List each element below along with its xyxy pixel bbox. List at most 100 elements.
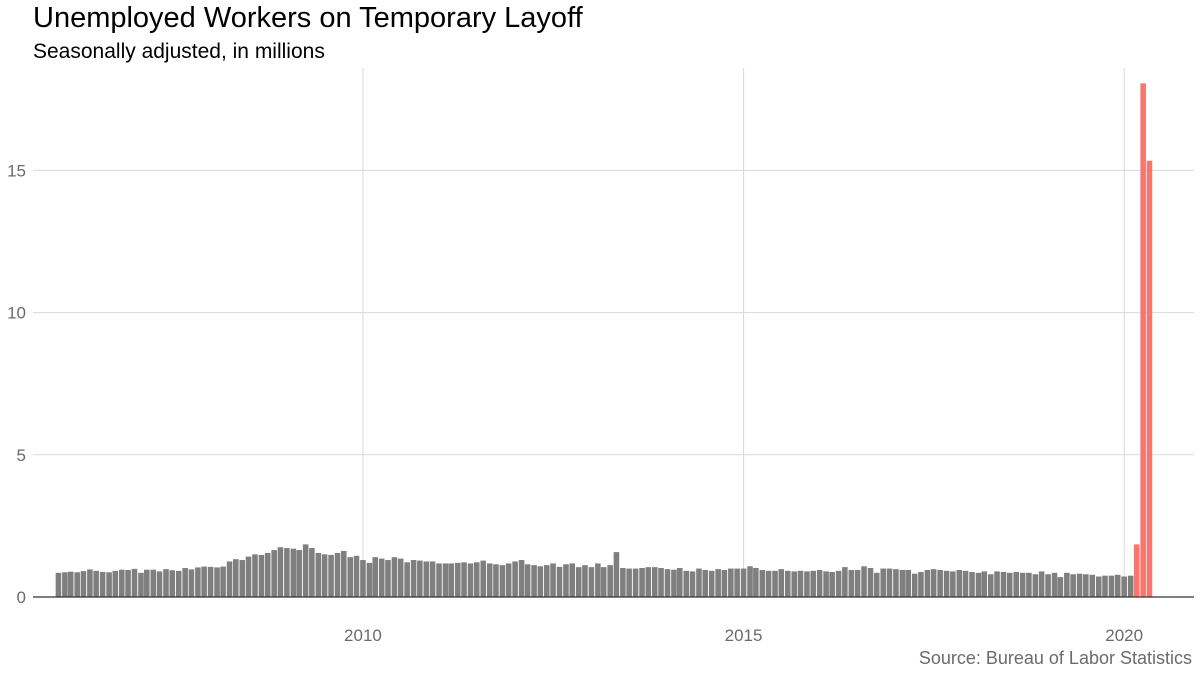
- bar: [1006, 572, 1013, 597]
- bar: [595, 563, 601, 597]
- bar: [309, 548, 315, 597]
- chart-subtitle: Seasonally adjusted, in millions: [33, 40, 325, 63]
- bar: [626, 568, 632, 597]
- bar: [556, 566, 563, 597]
- bar: [829, 571, 835, 597]
- bar: [473, 562, 480, 597]
- bar: [62, 572, 68, 597]
- bar: [658, 567, 664, 597]
- bar: [258, 554, 265, 597]
- bar: [144, 569, 150, 597]
- bar: [873, 572, 880, 597]
- bar: [753, 567, 759, 597]
- bar: [689, 571, 696, 597]
- axes: 0 5 10 15 2010 2015 2020: [7, 161, 1194, 645]
- bar: [284, 548, 290, 597]
- bar: [512, 561, 518, 597]
- bar: [226, 561, 233, 597]
- bar: [683, 570, 690, 597]
- bar: [950, 571, 956, 597]
- bar: [93, 570, 99, 597]
- bar: [341, 550, 347, 597]
- bar: [759, 569, 766, 597]
- bar: [537, 566, 544, 597]
- chart-title: Unemployed Workers on Temporary Layoff: [33, 2, 583, 34]
- bar: [455, 562, 461, 597]
- bar: [334, 552, 341, 597]
- bar: [1038, 571, 1045, 597]
- bar: [531, 565, 537, 597]
- y-tick-label: 10: [7, 304, 26, 323]
- bar: [1057, 577, 1064, 597]
- bar: [981, 571, 988, 597]
- bars: [55, 83, 1153, 598]
- bar: [410, 560, 417, 597]
- bar: [632, 568, 639, 597]
- bar: [1127, 575, 1134, 597]
- bar: [854, 569, 861, 597]
- bar: [1019, 572, 1026, 597]
- bar: [353, 555, 360, 597]
- bar: [347, 557, 354, 597]
- bar: [214, 567, 220, 597]
- bar: [156, 571, 163, 597]
- bar: [163, 569, 169, 597]
- bar: [639, 567, 645, 597]
- bar: [728, 568, 734, 597]
- bar: [778, 569, 785, 597]
- bar: [1102, 575, 1108, 597]
- bar: [125, 569, 131, 597]
- bar: [607, 565, 613, 597]
- bar: [524, 564, 531, 597]
- bar: [1026, 572, 1032, 597]
- bar: [461, 562, 467, 597]
- bar: [1121, 576, 1127, 597]
- x-tick-label: 2015: [725, 626, 763, 645]
- bar: [271, 550, 277, 597]
- bar: [930, 569, 937, 597]
- bar: [613, 552, 620, 597]
- bar: [1070, 574, 1076, 597]
- bar: [804, 571, 810, 597]
- bar: [360, 560, 366, 597]
- bar: [188, 569, 195, 597]
- bar: [893, 569, 899, 597]
- bar: [987, 574, 994, 597]
- bar: [252, 554, 258, 597]
- bar: [1032, 574, 1039, 597]
- bar: [67, 571, 74, 597]
- bar: [131, 568, 138, 597]
- bar: [106, 572, 112, 597]
- bar: [207, 566, 214, 597]
- bar: [797, 570, 804, 597]
- bar: [404, 562, 410, 597]
- bar: [975, 572, 982, 597]
- bar: [321, 554, 328, 597]
- bar: [385, 560, 391, 597]
- bar: [182, 567, 188, 597]
- bar: [740, 568, 747, 597]
- bar: [734, 568, 740, 597]
- bar: [372, 557, 379, 597]
- bar: [417, 560, 423, 597]
- bar: [696, 568, 702, 597]
- bar: [924, 569, 931, 597]
- bar: [664, 569, 671, 597]
- bar: [1133, 544, 1140, 597]
- bar: [651, 567, 658, 597]
- bar: [499, 565, 506, 597]
- bar: [328, 554, 334, 597]
- bar: [119, 569, 125, 597]
- bar: [397, 558, 404, 597]
- bar: [1140, 83, 1146, 598]
- bar: [994, 571, 1000, 597]
- bar: [620, 567, 626, 597]
- bar: [702, 569, 708, 597]
- bar: [816, 569, 823, 597]
- bar: [290, 548, 297, 597]
- bar: [867, 567, 874, 597]
- bar: [55, 572, 62, 597]
- bar: [239, 560, 246, 597]
- bar: [518, 560, 525, 597]
- bar: [575, 567, 582, 597]
